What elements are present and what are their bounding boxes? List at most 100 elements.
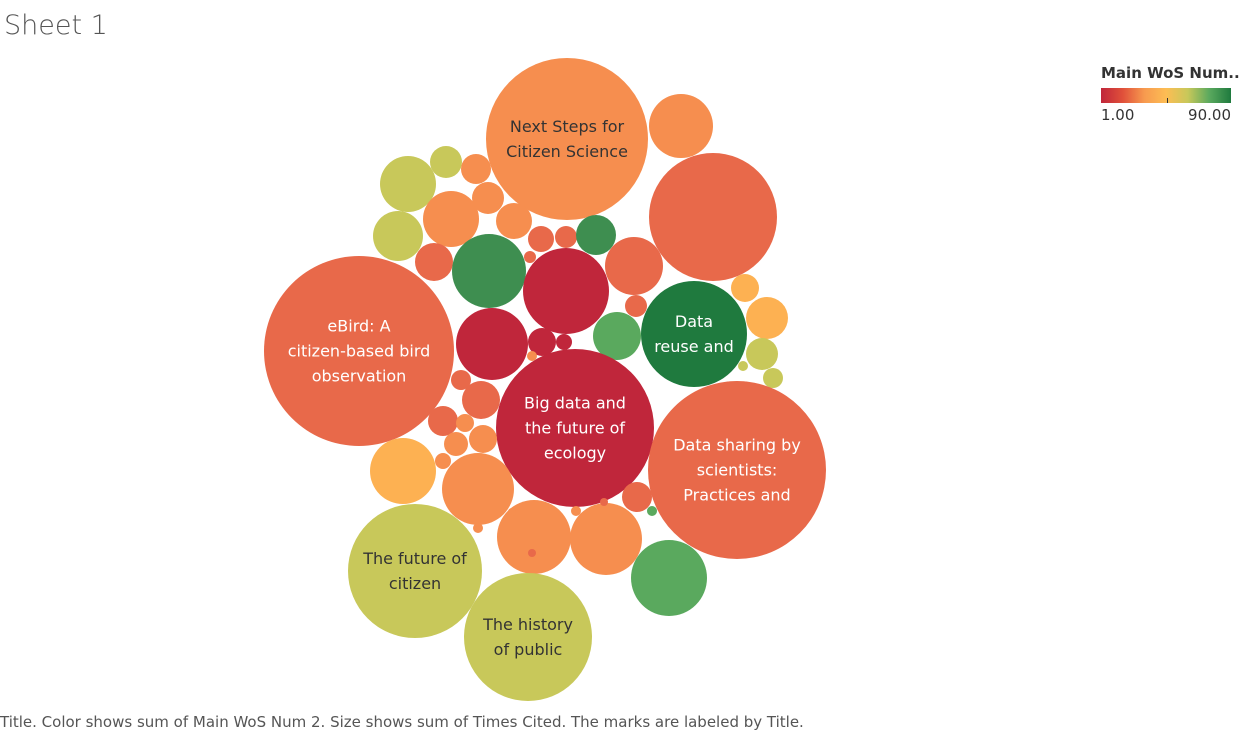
- bubble-circle[interactable]: [593, 312, 641, 360]
- bubble-circle[interactable]: [496, 349, 654, 507]
- bubble-mark[interactable]: Next Steps for Citizen Science: [486, 58, 648, 220]
- bubble-mark[interactable]: [373, 211, 423, 261]
- bubble-circle[interactable]: [570, 503, 642, 575]
- bubble-circle[interactable]: [746, 297, 788, 339]
- bubble-circle[interactable]: [469, 425, 497, 453]
- bubble-circle[interactable]: [370, 438, 436, 504]
- bubble-circle[interactable]: [649, 153, 777, 281]
- bubble-circle[interactable]: [496, 203, 532, 239]
- bubble-circle[interactable]: [524, 251, 536, 263]
- bubble-circle[interactable]: [497, 500, 571, 574]
- bubble-mark[interactable]: [570, 503, 642, 575]
- bubble-mark[interactable]: [469, 425, 497, 453]
- bubble-mark[interactable]: [528, 328, 556, 356]
- bubble-circle[interactable]: [622, 482, 652, 512]
- bubble-circle[interactable]: [556, 334, 572, 350]
- bubble-circle[interactable]: [452, 234, 526, 308]
- bubble-mark[interactable]: [473, 523, 483, 533]
- bubble-mark[interactable]: [556, 334, 572, 350]
- bubble-circle[interactable]: [625, 295, 647, 317]
- bubble-circle[interactable]: [264, 256, 454, 446]
- bubble-mark[interactable]: [605, 237, 663, 295]
- bubble-circle[interactable]: [473, 523, 483, 533]
- bubble-circle[interactable]: [763, 368, 783, 388]
- bubble-circle[interactable]: [472, 182, 504, 214]
- bubble-mark[interactable]: [528, 549, 536, 557]
- bubble-mark[interactable]: [625, 295, 647, 317]
- bubble-mark[interactable]: [571, 506, 581, 516]
- bubble-mark[interactable]: [555, 226, 577, 248]
- bubble-mark[interactable]: [508, 508, 516, 516]
- bubble-circle[interactable]: [442, 453, 514, 525]
- bubble-mark[interactable]: [523, 248, 609, 334]
- bubble-mark[interactable]: [738, 361, 748, 371]
- bubble-mark[interactable]: [461, 154, 491, 184]
- bubble-mark[interactable]: [631, 540, 707, 616]
- bubble-mark[interactable]: [524, 251, 536, 263]
- bubble-circle[interactable]: [508, 508, 516, 516]
- bubble-mark[interactable]: eBird: A citizen-based bird observation: [264, 256, 454, 446]
- bubble-circle[interactable]: [527, 351, 537, 361]
- bubble-circle[interactable]: [461, 154, 491, 184]
- bubble-mark[interactable]: [456, 414, 474, 432]
- bubble-mark[interactable]: [380, 156, 436, 212]
- bubble-mark[interactable]: The history of public: [464, 573, 592, 701]
- bubble-circle[interactable]: [373, 211, 423, 261]
- bubble-circle[interactable]: [428, 406, 458, 436]
- bubble-mark[interactable]: [649, 153, 777, 281]
- bubble-mark[interactable]: [423, 191, 479, 247]
- bubble-circle[interactable]: [456, 414, 474, 432]
- bubble-circle[interactable]: [641, 281, 747, 387]
- bubble-mark[interactable]: [462, 381, 500, 419]
- bubble-circle[interactable]: [523, 248, 609, 334]
- bubble-mark[interactable]: [600, 498, 608, 506]
- bubble-mark[interactable]: [746, 338, 778, 370]
- bubble-mark[interactable]: [497, 500, 571, 574]
- bubble-mark[interactable]: [435, 453, 451, 469]
- bubble-mark[interactable]: [746, 297, 788, 339]
- bubble-circle[interactable]: [423, 191, 479, 247]
- bubble-circle[interactable]: [528, 226, 554, 252]
- bubble-circle[interactable]: [486, 58, 648, 220]
- bubble-mark[interactable]: [415, 243, 453, 281]
- legend-title[interactable]: Main WoS Num..: [1101, 64, 1240, 82]
- bubble-mark[interactable]: [451, 370, 471, 390]
- bubble-mark[interactable]: [430, 146, 462, 178]
- legend-gradient-bar[interactable]: [1101, 88, 1231, 103]
- bubble-mark[interactable]: Data reuse and: [641, 281, 747, 387]
- bubble-circle[interactable]: [451, 370, 471, 390]
- bubble-mark[interactable]: [444, 432, 468, 456]
- bubble-circle[interactable]: [415, 243, 453, 281]
- bubble-circle[interactable]: [738, 361, 748, 371]
- bubble-mark[interactable]: [731, 274, 759, 302]
- bubble-circle[interactable]: [380, 156, 436, 212]
- bubble-circle[interactable]: [648, 381, 826, 559]
- bubble-circle[interactable]: [464, 573, 592, 701]
- bubble-circle[interactable]: [528, 328, 556, 356]
- bubble-circle[interactable]: [605, 237, 663, 295]
- bubble-mark[interactable]: The future of citizen: [348, 504, 482, 638]
- bubble-circle[interactable]: [600, 498, 608, 506]
- bubble-circle[interactable]: [528, 549, 536, 557]
- bubble-circle[interactable]: [649, 94, 713, 158]
- bubble-circle[interactable]: [647, 506, 657, 516]
- bubble-mark[interactable]: [593, 312, 641, 360]
- bubble-mark[interactable]: [472, 182, 504, 214]
- bubble-mark[interactable]: Big data and the future of ecology: [496, 349, 654, 507]
- bubble-mark[interactable]: [442, 453, 514, 525]
- bubble-mark[interactable]: [576, 215, 616, 255]
- bubble-circle[interactable]: [348, 504, 482, 638]
- bubble-circle[interactable]: [456, 308, 528, 380]
- bubble-circle[interactable]: [631, 540, 707, 616]
- bubble-mark[interactable]: [428, 406, 458, 436]
- bubble-circle[interactable]: [444, 432, 468, 456]
- bubble-circle[interactable]: [430, 146, 462, 178]
- bubble-mark[interactable]: [456, 308, 528, 380]
- bubble-mark[interactable]: [496, 203, 532, 239]
- bubble-circle[interactable]: [731, 274, 759, 302]
- bubble-mark[interactable]: [622, 482, 652, 512]
- bubble-circle[interactable]: [462, 381, 500, 419]
- bubble-circle[interactable]: [435, 453, 451, 469]
- bubble-mark[interactable]: [528, 226, 554, 252]
- bubble-mark[interactable]: [370, 438, 436, 504]
